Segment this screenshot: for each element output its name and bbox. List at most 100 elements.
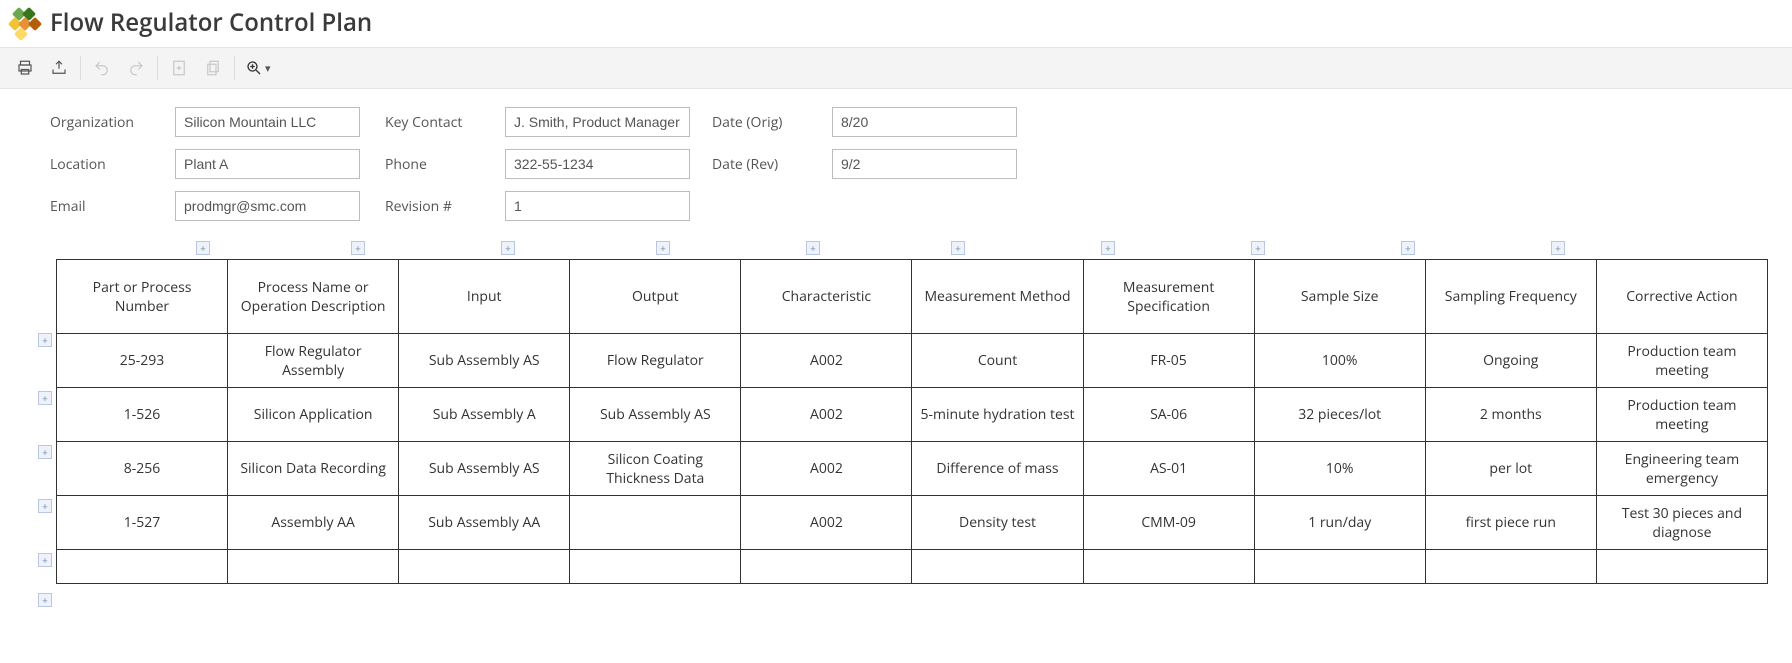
table-cell[interactable]: 1-527 — [57, 496, 228, 550]
table-cell[interactable]: 25-293 — [57, 334, 228, 388]
insert-column-handle[interactable]: + — [196, 241, 210, 255]
table-cell[interactable]: Sub Assembly AS — [399, 442, 570, 496]
export-button[interactable] — [42, 52, 76, 84]
table-cell[interactable]: SA-06 — [1083, 388, 1254, 442]
table-cell[interactable]: Sub Assembly A — [399, 388, 570, 442]
table-cell[interactable]: Assembly AA — [228, 496, 399, 550]
table-cell[interactable]: first piece run — [1425, 496, 1596, 550]
table-row[interactable]: 1-527Assembly AASub Assembly AA A002Densi… — [57, 496, 1768, 550]
page-title: Flow Regulator Control Plan — [50, 6, 372, 39]
table-cell[interactable]: Silicon Coating Thickness Data — [570, 442, 741, 496]
table-cell[interactable] — [912, 550, 1083, 584]
insert-column-handle[interactable]: + — [806, 241, 820, 255]
table-cell[interactable]: Silicon Application — [228, 388, 399, 442]
insert-column-handle[interactable]: + — [1251, 241, 1265, 255]
table-cell[interactable] — [1083, 550, 1254, 584]
table-cell[interactable]: 1-526 — [57, 388, 228, 442]
table-cell[interactable]: 2 months — [1425, 388, 1596, 442]
copy-page-button[interactable] — [196, 52, 230, 84]
table-cell[interactable]: Flow Regulator — [570, 334, 741, 388]
insert-row-handle[interactable]: + — [38, 445, 52, 459]
label-date-orig: Date (Orig) — [712, 113, 832, 132]
insert-row-handle[interactable]: + — [38, 333, 52, 347]
field-revision-num: Revision # — [385, 191, 690, 221]
table-cell[interactable]: CMM-09 — [1083, 496, 1254, 550]
table-cell[interactable]: Sub Assembly AA — [399, 496, 570, 550]
header: Flow Regulator Control Plan — [0, 0, 1792, 47]
insert-column-handle[interactable]: + — [501, 241, 515, 255]
undo-icon — [93, 59, 111, 77]
table-cell[interactable]: 10% — [1254, 442, 1425, 496]
insert-column-handle[interactable]: + — [1551, 241, 1565, 255]
table-cell[interactable]: AS-01 — [1083, 442, 1254, 496]
table-cell[interactable]: per lot — [1425, 442, 1596, 496]
table-cell[interactable] — [228, 550, 399, 584]
input-email[interactable] — [175, 191, 360, 221]
table-header-cell: Sampling Frequency — [1425, 260, 1596, 334]
table-cell[interactable]: 8-256 — [57, 442, 228, 496]
insert-column-handle[interactable]: + — [656, 241, 670, 255]
input-revision-num[interactable] — [505, 191, 690, 221]
insert-column-handle[interactable]: + — [951, 241, 965, 255]
table-cell[interactable] — [57, 550, 228, 584]
table-cell[interactable]: Ongoing — [1425, 334, 1596, 388]
table-cell[interactable]: FR-05 — [1083, 334, 1254, 388]
app-logo — [10, 9, 38, 37]
table-cell[interactable]: A002 — [741, 388, 912, 442]
insert-row-handle[interactable]: + — [38, 499, 52, 513]
table-cell[interactable]: Difference of mass — [912, 442, 1083, 496]
table-cell[interactable]: 5-minute hydration test — [912, 388, 1083, 442]
table-cell[interactable]: Count — [912, 334, 1083, 388]
table-row[interactable]: 8-256Silicon Data RecordingSub Assembly … — [57, 442, 1768, 496]
add-page-button[interactable] — [162, 52, 196, 84]
input-organization[interactable] — [175, 107, 360, 137]
table-cell[interactable] — [570, 496, 741, 550]
table-cell[interactable]: A002 — [741, 442, 912, 496]
table-cell[interactable]: Test 30 pieces and diagnose — [1596, 496, 1767, 550]
insert-column-handle[interactable]: + — [1101, 241, 1115, 255]
insert-column-handle[interactable]: + — [351, 241, 365, 255]
insert-row-handle[interactable]: + — [38, 391, 52, 405]
copy-page-icon — [204, 59, 222, 77]
table-cell[interactable]: Flow Regulator Assembly — [228, 334, 399, 388]
table-cell[interactable]: 1 run/day — [1254, 496, 1425, 550]
redo-button[interactable] — [119, 52, 153, 84]
table-cell[interactable]: Engineering team emergency — [1596, 442, 1767, 496]
table-cell[interactable] — [570, 550, 741, 584]
zoom-icon — [245, 59, 263, 77]
table-cell[interactable]: A002 — [741, 496, 912, 550]
table-cell[interactable] — [1254, 550, 1425, 584]
label-location: Location — [50, 155, 175, 174]
form-area: Organization Key Contact Date (Orig) Loc… — [0, 89, 1792, 241]
table-cell[interactable]: Sub Assembly AS — [570, 388, 741, 442]
table-header-cell: Output — [570, 260, 741, 334]
print-button[interactable] — [8, 52, 42, 84]
table-cell[interactable] — [741, 550, 912, 584]
undo-button[interactable] — [85, 52, 119, 84]
insert-row-handle[interactable]: + — [38, 553, 52, 567]
table-row[interactable] — [57, 550, 1768, 584]
input-date-rev[interactable] — [832, 149, 1017, 179]
table-cell[interactable] — [1425, 550, 1596, 584]
table-cell[interactable]: Production team meeting — [1596, 334, 1767, 388]
table-cell[interactable] — [1596, 550, 1767, 584]
table-cell[interactable]: Production team meeting — [1596, 388, 1767, 442]
table-cell[interactable]: A002 — [741, 334, 912, 388]
table-cell[interactable]: 32 pieces/lot — [1254, 388, 1425, 442]
table-header-cell: Corrective Action — [1596, 260, 1767, 334]
table-row[interactable]: 25-293Flow Regulator AssemblySub Assembl… — [57, 334, 1768, 388]
table-header-cell: Measurement Specification — [1083, 260, 1254, 334]
insert-row-handle[interactable]: + — [38, 593, 52, 607]
table-row[interactable]: 1-526Silicon ApplicationSub Assembly ASu… — [57, 388, 1768, 442]
input-key-contact[interactable] — [505, 107, 690, 137]
table-cell[interactable]: Sub Assembly AS — [399, 334, 570, 388]
table-cell[interactable]: Silicon Data Recording — [228, 442, 399, 496]
table-cell[interactable]: Density test — [912, 496, 1083, 550]
insert-column-handle[interactable]: + — [1401, 241, 1415, 255]
input-location[interactable] — [175, 149, 360, 179]
zoom-dropdown[interactable]: ▾ — [239, 52, 277, 84]
input-phone[interactable] — [505, 149, 690, 179]
input-date-orig[interactable] — [832, 107, 1017, 137]
table-cell[interactable]: 100% — [1254, 334, 1425, 388]
table-cell[interactable] — [399, 550, 570, 584]
